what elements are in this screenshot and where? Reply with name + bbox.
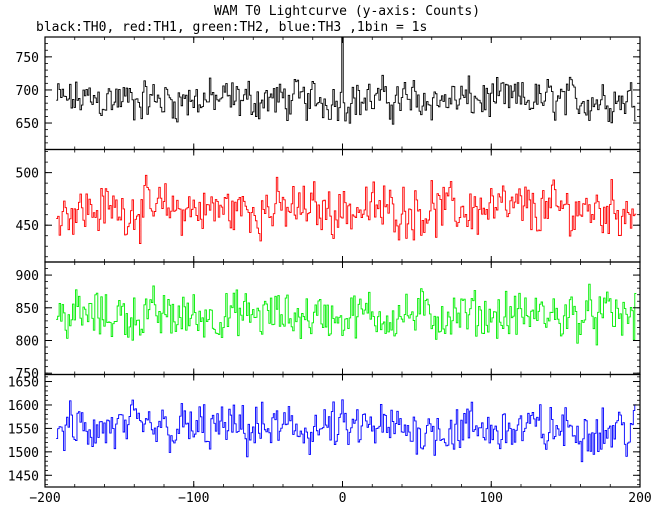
- x-tick-label: 100: [480, 491, 503, 505]
- y-tick-label: 1550: [8, 422, 39, 437]
- series-line-th2: [56, 283, 637, 346]
- y-tick-label: 750: [16, 367, 39, 382]
- y-tick-label: 700: [16, 84, 39, 99]
- panel-frame: [44, 261, 641, 376]
- y-tick-label: 1500: [8, 446, 39, 461]
- y-tick-label: 1650: [8, 376, 39, 391]
- panel-th2: 750 800 850 900: [16, 261, 641, 382]
- y-tick-label: 1450: [8, 469, 39, 484]
- panel-th1: 450 500: [16, 148, 641, 263]
- y-tick-label: 1600: [8, 399, 39, 414]
- panel-frame: [44, 373, 641, 488]
- chart-subtitle: black:TH0, red:TH1, green:TH2, blue:TH3 …: [36, 20, 427, 35]
- panel-th3: 1450 1500 1550 1600 1650: [8, 373, 641, 488]
- y-tick-label: 750: [16, 51, 39, 66]
- x-tick-label: 0: [339, 491, 347, 505]
- x-axis: −200 −100 0 100 200: [29, 491, 651, 505]
- series-line-th1: [56, 174, 637, 244]
- chart-panels: 6507007504505007508008509001450150015501…: [8, 36, 641, 488]
- chart-title: WAM T0 Lightcurve (y-axis: Counts): [214, 4, 480, 19]
- x-tick-label: −100: [178, 491, 209, 505]
- x-tick-label: −200: [29, 491, 60, 505]
- y-tick-label: 450: [16, 219, 39, 234]
- y-tick-label: 850: [16, 302, 39, 317]
- x-tick-label: 200: [628, 491, 651, 505]
- y-tick-label: 650: [16, 117, 39, 132]
- y-tick-label: 500: [16, 167, 39, 182]
- panel-frame: [44, 148, 641, 263]
- y-tick-label: 900: [16, 269, 39, 284]
- y-tick-label: 800: [16, 334, 39, 349]
- panel-frame: [44, 36, 641, 151]
- series-line-th0: [56, 37, 637, 125]
- series-line-th3: [56, 399, 637, 463]
- panel-th0: 650 700 750: [16, 36, 641, 151]
